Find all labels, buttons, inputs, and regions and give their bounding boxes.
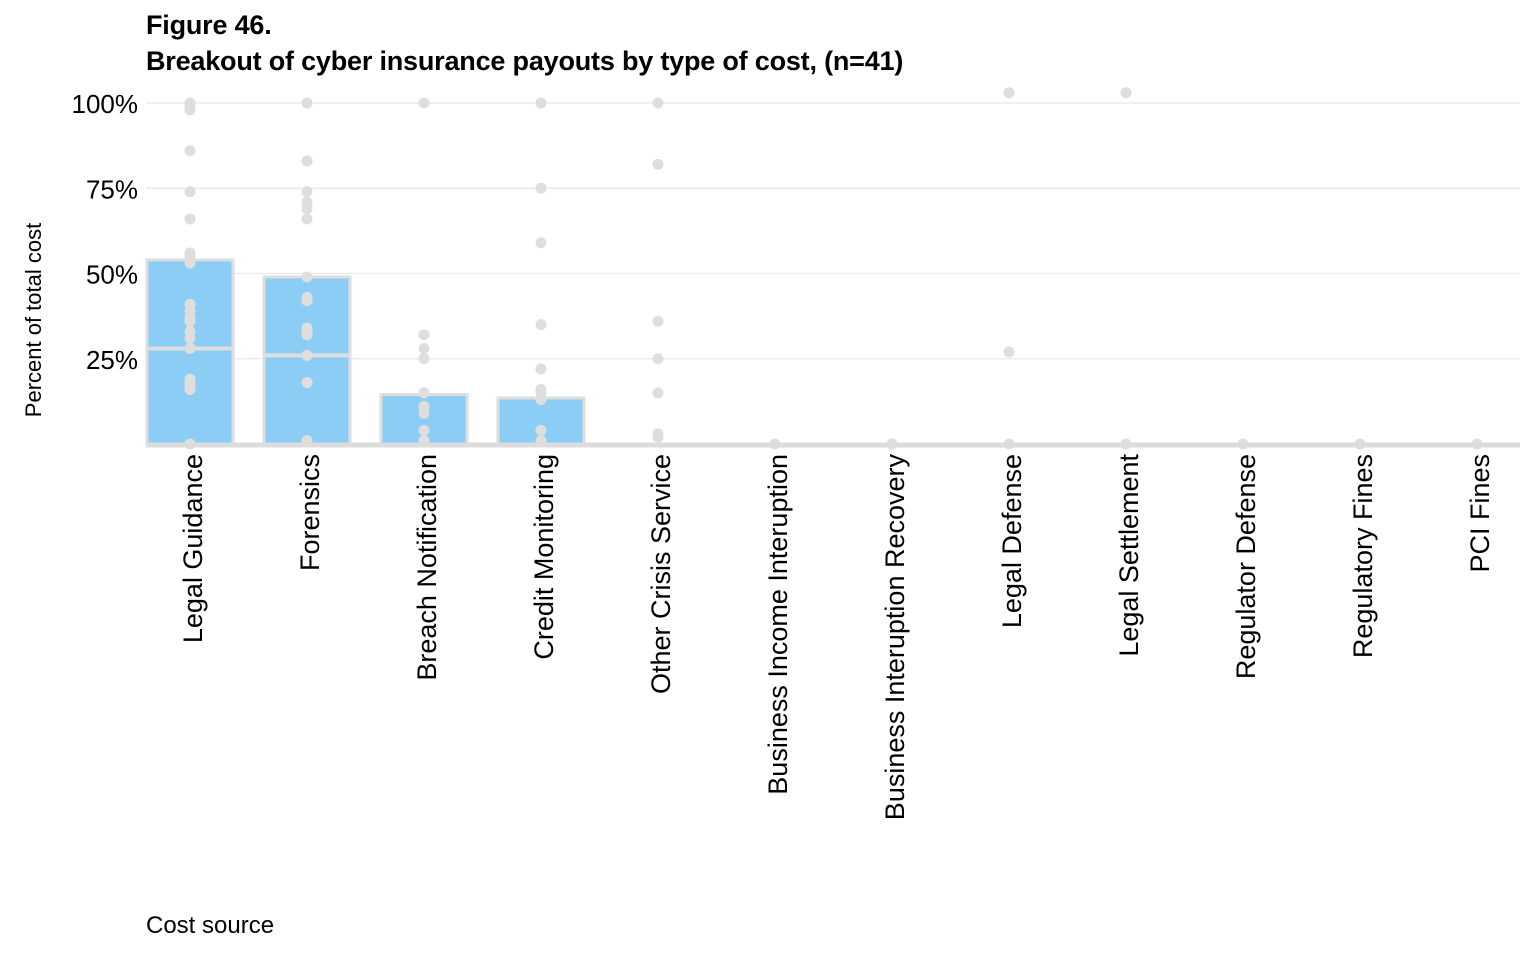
data-point — [301, 377, 313, 389]
gridlines — [146, 102, 1520, 360]
data-point — [301, 271, 313, 283]
y-tick-label: 75% — [86, 174, 138, 204]
data-point — [301, 186, 313, 198]
category-labels: Legal Guidance Forensics Breach Notificati… — [178, 454, 1495, 821]
category-label: Other Crisis Service — [646, 454, 676, 694]
data-point — [652, 158, 664, 170]
data-point — [652, 315, 664, 327]
data-point — [535, 182, 547, 194]
data-point — [184, 104, 196, 116]
y-tick-label: 100% — [72, 89, 139, 119]
data-point — [418, 387, 430, 399]
data-point — [418, 353, 430, 365]
data-point — [535, 237, 547, 249]
data-point — [1120, 87, 1132, 99]
data-point — [184, 383, 196, 395]
data-point — [418, 407, 430, 419]
data-point — [301, 203, 313, 215]
data-point — [535, 97, 547, 109]
category-label: Legal Guidance — [178, 454, 208, 643]
category-label: Regulatory Fines — [1348, 454, 1378, 658]
data-point — [184, 343, 196, 355]
y-axis-label: Percent of total cost — [21, 223, 46, 417]
data-points — [184, 87, 1483, 450]
category-label: Breach Notification — [412, 454, 442, 681]
data-point — [535, 424, 547, 436]
chart-title: Breakout of cyber insurance payouts by t… — [146, 46, 904, 76]
data-point — [652, 353, 664, 365]
data-point — [535, 363, 547, 375]
data-point — [184, 257, 196, 269]
y-tick-label: 50% — [86, 260, 138, 290]
data-point — [418, 424, 430, 436]
data-point — [301, 213, 313, 225]
data-point — [1003, 346, 1015, 358]
data-point — [301, 349, 313, 361]
data-point — [535, 394, 547, 406]
data-point — [184, 315, 196, 327]
data-point — [184, 213, 196, 225]
category-label: Forensics — [295, 454, 325, 571]
category-label: Legal Defense — [997, 454, 1027, 628]
category-label: Business Interuption Recovery — [880, 454, 910, 821]
data-point — [418, 329, 430, 341]
data-point — [301, 329, 313, 341]
data-point — [184, 186, 196, 198]
category-label: Legal Settlement — [1114, 454, 1144, 657]
y-tick-labels: 25% 50% 75% 100% — [72, 89, 139, 375]
category-label: PCI Fines — [1465, 454, 1495, 573]
data-point — [535, 319, 547, 331]
data-point — [301, 295, 313, 307]
data-point — [1003, 87, 1015, 99]
data-point — [418, 343, 430, 355]
data-point — [301, 155, 313, 167]
category-label: Credit Monitoring — [529, 454, 559, 660]
data-point — [652, 431, 664, 443]
category-label: Regulator Defense — [1231, 454, 1261, 679]
x-axis-label: Cost source — [146, 912, 275, 939]
y-tick-label: 25% — [86, 345, 138, 375]
data-point — [184, 332, 196, 344]
data-point — [652, 97, 664, 109]
category-label: Business Income Interuption — [763, 454, 793, 795]
bars — [145, 258, 586, 446]
data-point — [652, 387, 664, 399]
figure-label: Figure 46. — [146, 10, 272, 40]
data-point — [184, 145, 196, 157]
data-point — [418, 97, 430, 109]
data-point — [301, 97, 313, 109]
